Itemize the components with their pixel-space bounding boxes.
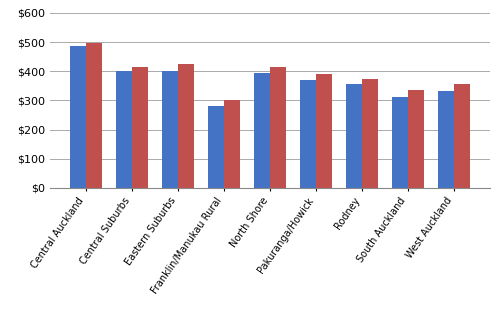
Bar [208, 106, 224, 188]
Bar [70, 46, 86, 188]
Bar [270, 67, 286, 188]
Bar [162, 71, 178, 188]
Bar [316, 74, 332, 188]
Bar [254, 73, 270, 188]
Bar [300, 80, 316, 188]
Bar [408, 90, 424, 188]
Bar [224, 99, 240, 188]
Bar [116, 71, 132, 188]
Bar [438, 91, 454, 188]
Bar [178, 64, 194, 188]
Bar [86, 43, 102, 188]
Bar [362, 79, 378, 188]
Bar [392, 97, 408, 188]
Bar [132, 67, 148, 188]
Bar [454, 84, 470, 188]
Bar [346, 85, 362, 188]
